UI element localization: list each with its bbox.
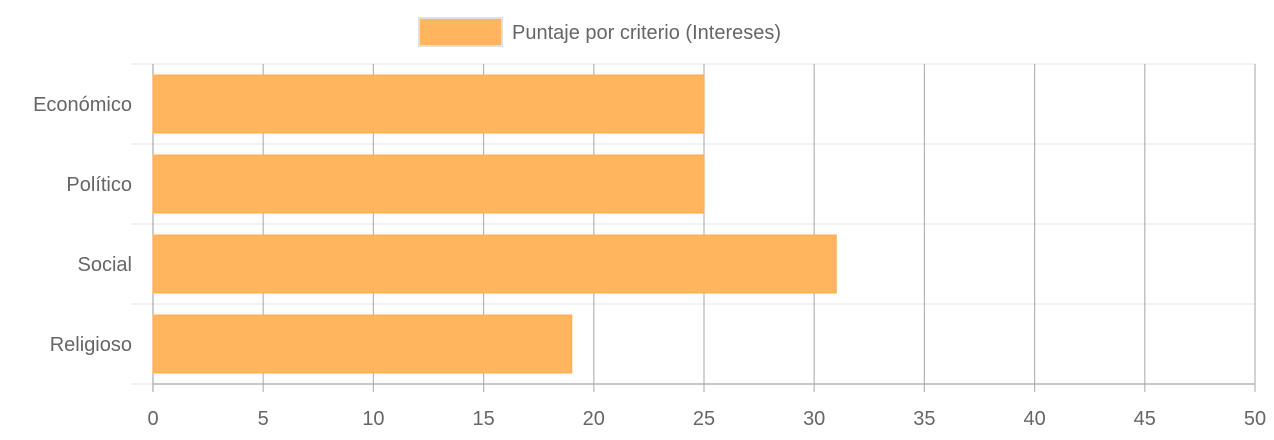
bar[interactable]: [152, 154, 705, 214]
y-category-label: Político: [66, 174, 132, 196]
x-tick-label: 35: [913, 408, 935, 430]
x-tick-label: 30: [803, 408, 825, 430]
x-tick-label: 0: [147, 408, 158, 430]
x-tick-label: 20: [583, 408, 605, 430]
bar[interactable]: [152, 74, 705, 134]
x-tick-label: 10: [362, 408, 384, 430]
y-category-label: Social: [78, 254, 132, 276]
legend-swatch: [418, 17, 503, 47]
bar[interactable]: [152, 314, 573, 374]
y-axis-labels: Económico Político Social Religioso: [33, 94, 132, 356]
x-tick-label: 45: [1134, 408, 1156, 430]
chart-legend[interactable]: Puntaje por criterio (Intereses): [418, 17, 781, 47]
bar-series: [152, 74, 837, 374]
x-axis-ticks: 0 5 10 15 20 25 30 35 40 45 50: [147, 408, 1266, 430]
x-tick-label: 25: [693, 408, 715, 430]
legend-label: Puntaje por criterio (Intereses): [512, 22, 781, 44]
x-tick-label: 50: [1244, 408, 1266, 430]
y-category-label: Económico: [33, 94, 132, 116]
x-tick-label: 40: [1023, 408, 1045, 430]
x-tick-label: 5: [258, 408, 269, 430]
x-tick-label: 15: [472, 408, 494, 430]
y-category-label: Religioso: [50, 334, 132, 356]
bar[interactable]: [152, 234, 837, 294]
